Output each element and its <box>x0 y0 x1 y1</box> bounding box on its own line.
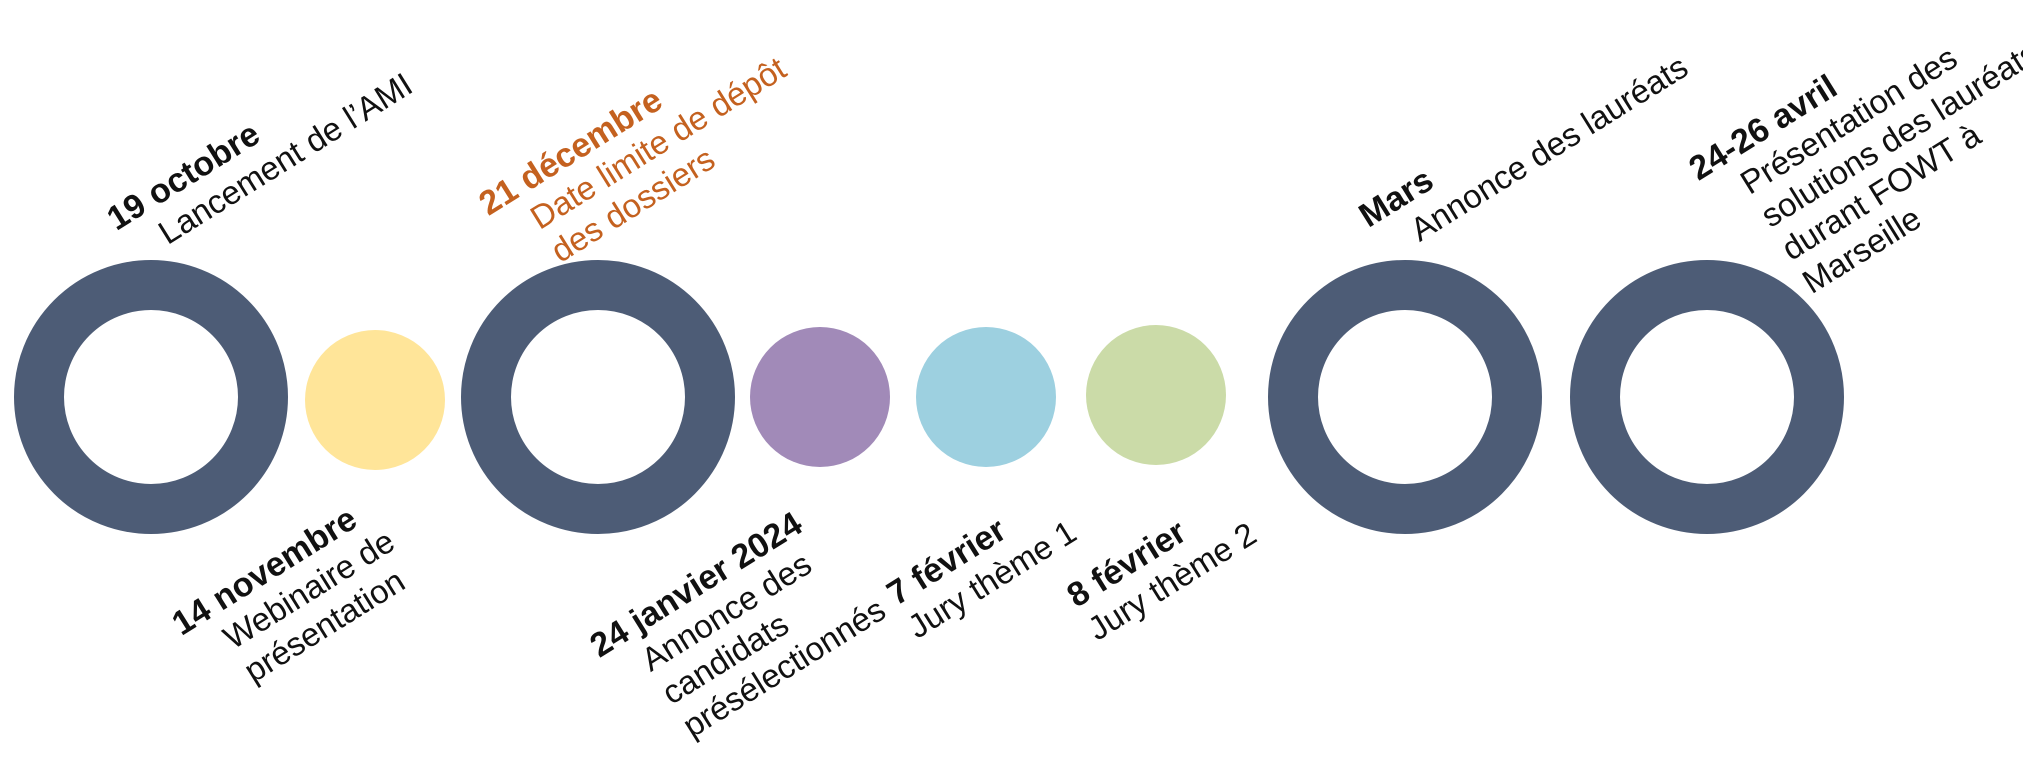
milestone-label-19-octobre: 19 octobre Lancement de l’AMI <box>100 31 420 272</box>
milestone-label-mars: Mars Annonce des lauréats <box>1352 14 1695 269</box>
milestone-dot-14-novembre <box>305 330 445 470</box>
milestone-ring-mars <box>1268 260 1542 534</box>
milestone-ring-19-octobre <box>14 260 288 534</box>
milestone-label-8-fevrier: 8 février Jury thème 2 <box>1060 481 1264 649</box>
milestone-dot-7-fevrier <box>916 327 1056 467</box>
milestone-dot-24-janvier <box>750 327 890 467</box>
timeline: 19 octobre Lancement de l’AMI 14 novembr… <box>14 14 2023 744</box>
milestone-dot-8-fevrier <box>1086 325 1226 465</box>
milestone-ring-21-decembre <box>461 260 735 534</box>
milestone-label-24-janvier-2024: 24 janvier 2024 Annonce des candidats pr… <box>583 490 893 765</box>
milestone-label-21-decembre: 21 décembre Date limite de dépôt des dos… <box>472 15 814 290</box>
milestone-date: Mars <box>1352 160 1440 236</box>
milestone-label-7-fevrier: 7 février Jury thème 1 <box>880 479 1084 647</box>
